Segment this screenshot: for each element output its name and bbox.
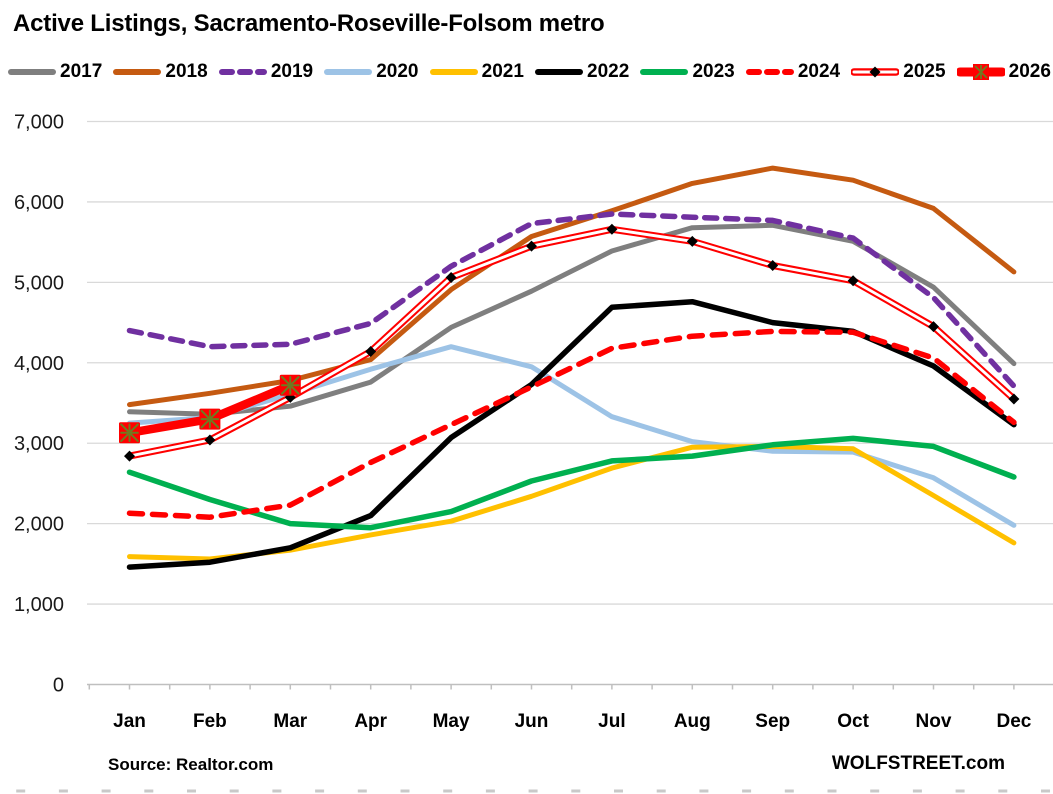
diamond-marker xyxy=(686,235,698,247)
series-2021 xyxy=(127,443,1017,562)
x-tick-label-jun: Jun xyxy=(515,711,549,732)
legend-label-2024: 2024 xyxy=(797,61,841,82)
legend-sample-2017 xyxy=(8,69,56,75)
diamond-marker xyxy=(928,321,939,333)
legend-label-2023: 2023 xyxy=(692,61,735,82)
y-tick-label: 6,000 xyxy=(14,192,64,214)
series-2024 xyxy=(126,328,1017,520)
x-tick-label-nov: Nov xyxy=(916,711,952,732)
legend-sample-2023 xyxy=(640,69,689,75)
legend-sample-2019 xyxy=(218,69,267,75)
series-line-2022 xyxy=(126,298,1017,570)
series-2025 xyxy=(124,223,1020,462)
legend-label-2022: 2022 xyxy=(587,61,630,82)
y-axis-labels: 0 1,000 2,000 3,000 4,000 5,000 6,000 7,000 xyxy=(14,112,64,697)
x-tick-label-jul: Jul xyxy=(598,711,625,732)
legend-item-2018: 2018 xyxy=(113,60,208,84)
legend-sample-2018 xyxy=(113,69,162,75)
chart-title: Active Listings, Sacramento-Roseville-Fo… xyxy=(13,10,605,37)
x-tick-label-dec: Dec xyxy=(996,711,1031,732)
x-tick-label-feb: Feb xyxy=(193,711,227,732)
series-2022 xyxy=(126,298,1017,570)
series-line-2021 xyxy=(127,443,1017,562)
diamond-marker xyxy=(1008,393,1020,405)
series-2018 xyxy=(127,165,1017,408)
y-tick-label: 4,000 xyxy=(14,353,64,375)
x-axis-labels: Jan Feb Mar Apr May Jun Jul Aug Sep Oct Nov Dec xyxy=(113,711,1032,732)
x-tick-label-apr: Apr xyxy=(354,711,387,732)
diamond-marker xyxy=(124,450,135,462)
legend-sample-2025 xyxy=(851,66,900,78)
series-2026 xyxy=(119,374,301,444)
legend-label-2020: 2020 xyxy=(376,61,419,82)
diamond-marker xyxy=(445,272,457,284)
legend-item-2017: 2017 xyxy=(8,60,102,84)
chart-legend: 2017 2018 2019 2020 2021 2022 2023 2024 2025 2026 xyxy=(8,58,1051,86)
legend-label-2018: 2018 xyxy=(165,61,208,82)
diamond-marker xyxy=(365,346,377,358)
gridlines xyxy=(87,120,1053,605)
series-2019 xyxy=(126,211,1017,389)
legend-sample-2022 xyxy=(535,69,584,75)
legend-label-2021: 2021 xyxy=(481,61,524,82)
x-axis xyxy=(87,683,1053,690)
legend-label-2025: 2025 xyxy=(903,61,946,82)
x-tick-label-aug: Aug xyxy=(674,711,711,732)
legend-item-2019: 2019 xyxy=(218,60,314,84)
legend-sample-2021 xyxy=(429,69,478,75)
series-line-inner-2025 xyxy=(128,227,1016,458)
y-tick-label: 2,000 xyxy=(14,514,64,536)
series-2023 xyxy=(126,435,1017,531)
diamond-marker xyxy=(767,259,779,271)
diamond-marker xyxy=(847,275,859,287)
y-tick-label: 5,000 xyxy=(14,272,64,294)
x-tick-label-sep: Sep xyxy=(755,711,790,732)
y-tick-label: 7,000 xyxy=(14,112,64,134)
y-tick-label: 0 xyxy=(53,675,64,697)
legend-item-2023: 2023 xyxy=(640,60,735,84)
y-tick-label: 3,000 xyxy=(14,433,64,455)
source-note: Source: Realtor.com xyxy=(108,755,274,774)
legend-item-2021: 2021 xyxy=(429,60,524,84)
legend-label-2017: 2017 xyxy=(60,61,103,82)
x-tick-label-jan: Jan xyxy=(113,711,146,732)
diamond-marker xyxy=(204,434,216,446)
legend-item-2024: 2024 xyxy=(745,60,841,84)
series-line-2024 xyxy=(126,328,1017,520)
series-2020 xyxy=(127,344,1017,528)
legend-sample-2024 xyxy=(745,69,794,75)
y-tick-label: 1,000 xyxy=(14,594,64,616)
legend-item-2022: 2022 xyxy=(535,60,629,84)
series-line-2019 xyxy=(126,211,1017,389)
diamond-marker xyxy=(606,223,618,235)
diamond-marker-icon xyxy=(869,66,881,78)
diamond-marker xyxy=(526,240,537,252)
series-line-2023 xyxy=(126,435,1017,531)
x-tick-label-mar: Mar xyxy=(273,711,307,732)
legend-sample-2026 xyxy=(956,64,1005,80)
brand-note: WOLFSTREET.com xyxy=(831,753,1005,774)
x-tick-label-may: May xyxy=(433,711,470,732)
legend-item-2025: 2025 xyxy=(851,60,946,84)
legend-label-2019: 2019 xyxy=(270,61,314,82)
legend-label-2026: 2026 xyxy=(1008,61,1051,82)
legend-sample-2020 xyxy=(324,69,373,75)
series-line-2018 xyxy=(127,165,1017,408)
x-tick-label-oct: Oct xyxy=(837,711,869,732)
legend-item-2026: 2026 xyxy=(956,60,1051,84)
legend-item-2020: 2020 xyxy=(324,60,419,84)
series-line-2020 xyxy=(127,344,1017,528)
